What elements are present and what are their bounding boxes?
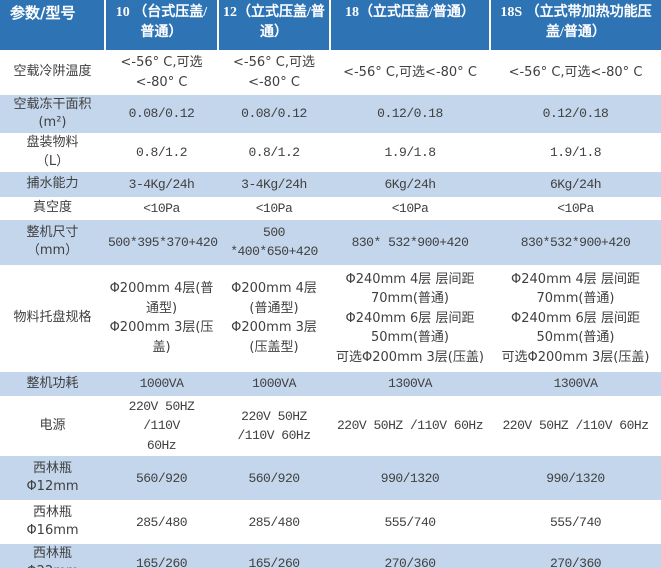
column-header-model-10: 10 （台式压盖/普通）: [104, 0, 218, 50]
table-row-tray-material: 盘装物料 （L） 0.8/1.2 0.8/1.2 1.9/1.8 1.9/1.8: [0, 133, 661, 172]
table-cell: 560/920: [248, 470, 300, 486]
table-cell: 500 *400*650+420: [230, 224, 318, 260]
row-label: 空载冷阱温度: [13, 64, 92, 80]
row-label: 捕水能力: [26, 176, 79, 192]
table-cell: 285/480: [135, 514, 188, 530]
table-cell: 555/740: [384, 514, 436, 530]
table-cell: <10Pa: [255, 200, 293, 216]
table-cell: 165/260: [248, 555, 300, 568]
table-cell: 3-4Kg/24h: [241, 176, 307, 192]
table-cell: 1.9/1.8: [384, 144, 436, 160]
table-row-power-consumption: 整机功耗 1000VA 1000VA 1300VA 1300VA: [0, 371, 661, 396]
table-cell: Φ240mm 4层 层间距 70mm(普通) Φ240mm 6层 层间距 50m…: [501, 271, 650, 365]
table-cell: <-56° C,可选 <-80° C: [233, 55, 315, 90]
table-row-tray-spec: 物料托盘规格 Φ200mm 4层(普通型) Φ200mm 3层(压盖) Φ200…: [0, 264, 661, 372]
table-row-freeze-dry-area: 空载冻干面积 (m²) 0.08/0.12 0.08/0.12 0.12/0.1…: [0, 95, 661, 134]
table-cell: 0.8/1.2: [135, 144, 188, 160]
table-row-power-supply: 电源 220V 50HZ /110V 60Hz 220V 50HZ /110V …: [0, 395, 661, 457]
row-label: 整机尺寸 （mm）: [26, 225, 79, 259]
row-label: 西林瓶 Φ22mm: [26, 546, 78, 568]
table-row-machine-size: 整机尺寸 （mm） 500*395*370+420 500 *400*650+4…: [0, 219, 661, 265]
table-cell: 990/1320: [380, 470, 440, 486]
table-cell: 1300VA: [388, 376, 432, 391]
table-cell: 270/360: [384, 555, 436, 568]
table-cell: <10Pa: [557, 200, 594, 216]
table-cell: <-56° C,可选<-80° C: [343, 64, 477, 80]
table-cell: Φ200mm 4层 (普通型) Φ200mm 3层 (压盖型): [231, 281, 317, 355]
table-cell: 1300VA: [553, 376, 598, 391]
table-cell: 0.08/0.12: [128, 106, 195, 122]
table-row-vial-16mm: 西林瓶 Φ16mm 285/480 285/480 555/740 555/74…: [0, 500, 661, 545]
table-cell: Φ240mm 4层 层间距 70mm(普通) Φ240mm 6层 层间距 50m…: [336, 271, 484, 365]
table-row-vacuum-degree: 真空度 <10Pa <10Pa <10Pa <10Pa: [0, 196, 661, 220]
table-cell: 220V 50HZ /110V 60Hz: [336, 418, 484, 434]
table-cell: 555/740: [549, 514, 602, 530]
table-cell: 165/260: [135, 555, 188, 568]
table-cell: 0.12/0.18: [377, 106, 443, 122]
table-cell: 220V 50HZ /110V 60Hz: [128, 398, 195, 453]
table-cell: 220V 50HZ /110V 60Hz: [502, 418, 649, 434]
table-cell: 500*395*370+420: [108, 234, 218, 250]
table-cell: 285/480: [248, 514, 300, 530]
row-label: 电源: [39, 417, 66, 433]
table-cell: 990/1320: [546, 470, 605, 486]
row-label: 西林瓶 Φ12mm: [26, 461, 79, 495]
row-label: 真空度: [32, 200, 72, 216]
table-cell: <-56° C,可选 <-80° C: [120, 55, 203, 90]
table-row-cold-trap-temp: 空载冷阱温度 <-56° C,可选 <-80° C <-56° C,可选 <-8…: [0, 50, 661, 95]
table-cell: 1000VA: [252, 376, 296, 391]
table-cell: 220V 50HZ /110V 60Hz: [237, 408, 311, 444]
row-label: 西林瓶 Φ16mm: [26, 505, 79, 539]
table-cell: 6Kg/24h: [549, 176, 602, 192]
table-cell: 0.08/0.12: [241, 106, 307, 122]
table-cell: 1.9/1.8: [549, 144, 602, 160]
column-header-model-18s: 18S （立式带加热功能压盖/普通）: [489, 0, 661, 50]
table-row-vial-12mm: 西林瓶 Φ12mm 560/920 560/920 990/1320 990/1…: [0, 456, 661, 501]
row-label: 整机功耗: [26, 375, 79, 391]
table-cell: <10Pa: [143, 200, 180, 216]
table-cell: 0.8/1.2: [248, 144, 300, 160]
table-cell: 270/360: [549, 555, 602, 568]
row-label: 盘装物料 （L）: [26, 135, 79, 169]
table-cell: 0.12/0.18: [542, 106, 609, 122]
table-cell: 3-4Kg/24h: [128, 176, 195, 192]
row-label: 物料托盘规格: [13, 310, 92, 326]
table-cell: 560/920: [135, 470, 188, 486]
row-label: 空载冻干面积 (m²): [13, 97, 92, 131]
column-header-model-12: 12（立式压盖/普通）: [217, 0, 330, 50]
table-cell: Φ200mm 4层(普通型) Φ200mm 3层(压盖): [109, 281, 214, 355]
table-cell: 830* 532*900+420: [351, 234, 469, 250]
table-row-vial-22mm: 西林瓶 Φ22mm 165/260 165/260 270/360 270/36…: [0, 544, 661, 568]
table-cell: 830*532*900+420: [520, 234, 631, 250]
column-header-model-18: 18（立式压盖/普通）: [329, 0, 490, 50]
column-header-params: 参数/型号: [0, 0, 105, 50]
table-cell: 1000VA: [139, 376, 184, 391]
table-cell: 6Kg/24h: [384, 176, 436, 192]
table-cell: <-56° C,可选<-80° C: [508, 64, 643, 80]
header-row: 参数/型号 10 （台式压盖/普通） 12（立式压盖/普通） 18（立式压盖/普…: [0, 0, 661, 50]
table-row-water-capture: 捕水能力 3-4Kg/24h 3-4Kg/24h 6Kg/24h 6Kg/24h: [0, 171, 661, 197]
table-cell: <10Pa: [391, 200, 429, 216]
